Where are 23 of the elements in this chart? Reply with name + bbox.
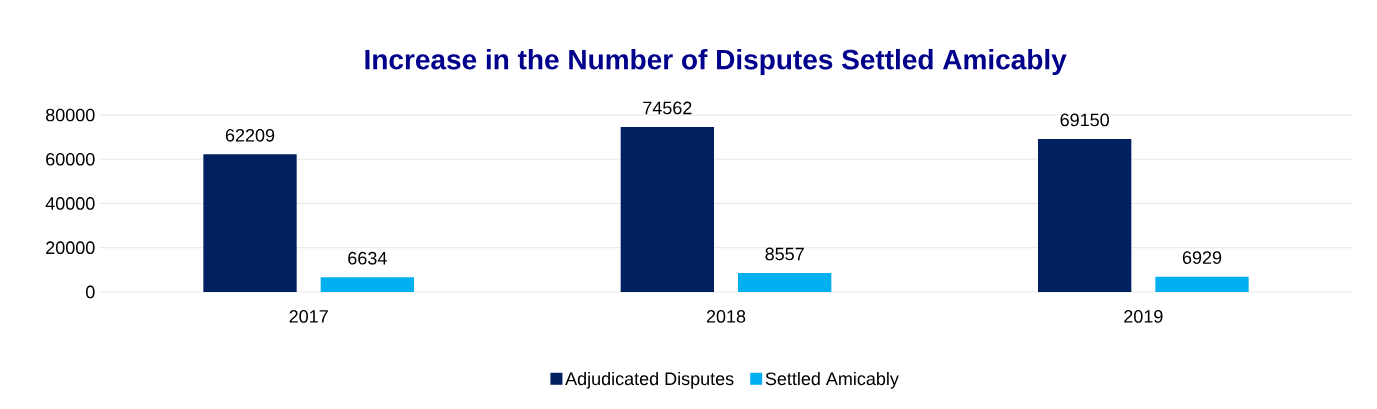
- x-tick-label: 2018: [706, 310, 746, 323]
- bar: [1155, 276, 1249, 292]
- data-label: 8557: [765, 247, 804, 261]
- legend-label: Adjudicated Disputes: [565, 371, 734, 389]
- x-tick-label: 2017: [289, 310, 328, 323]
- y-tick-label: 0: [86, 285, 95, 299]
- x-tick-label: 2019: [1124, 310, 1163, 323]
- bar: [738, 273, 832, 292]
- legend-label: Settled Amicably: [765, 371, 899, 389]
- y-tick-label: 20000: [46, 241, 95, 255]
- y-tick-label: 60000: [46, 152, 95, 166]
- data-label: 74562: [643, 101, 692, 115]
- y-tick-label: 80000: [46, 108, 95, 122]
- bar: [1038, 139, 1132, 292]
- data-label: 69150: [1060, 113, 1109, 127]
- bar: [203, 154, 297, 292]
- data-label: 6634: [348, 251, 387, 265]
- y-tick-label: 40000: [45, 197, 95, 210]
- bar: [620, 127, 715, 292]
- data-label: 62209: [225, 128, 275, 142]
- chart-title: Increase in the Number of Disputes Settled Amicably: [365, 48, 1067, 76]
- bar: [320, 277, 415, 292]
- data-label: 6929: [1182, 251, 1222, 264]
